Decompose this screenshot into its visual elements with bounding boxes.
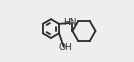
Text: HN: HN bbox=[64, 18, 77, 27]
Text: OH: OH bbox=[58, 43, 72, 52]
